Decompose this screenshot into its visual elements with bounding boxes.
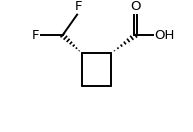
Text: OH: OH	[154, 29, 174, 42]
Text: O: O	[130, 0, 141, 13]
Text: F: F	[32, 29, 40, 42]
Text: F: F	[75, 0, 82, 13]
